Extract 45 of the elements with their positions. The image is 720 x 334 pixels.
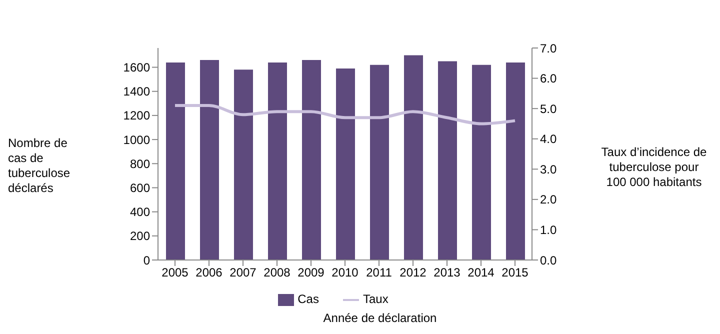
y-tick-label: 0 xyxy=(143,253,150,268)
x-tick-label: 2011 xyxy=(366,266,392,280)
bar xyxy=(336,68,355,260)
y2-tick-label: 6.0 xyxy=(540,72,558,86)
y-axis-title: Nombre de cas de tuberculose déclarés xyxy=(8,136,72,196)
y-tick-label: 1200 xyxy=(123,108,150,123)
bar xyxy=(506,62,525,260)
x-tick-label: 2006 xyxy=(196,266,223,280)
y2-tick-label: 0.0 xyxy=(540,253,558,268)
line-series xyxy=(174,104,516,126)
y2-tick-label: 1.0 xyxy=(540,222,558,237)
bar xyxy=(166,62,185,260)
x-tick-label: 2012 xyxy=(400,266,427,280)
x-tick-label: 2010 xyxy=(332,266,359,280)
y2-tick-label: 2.0 xyxy=(540,192,558,207)
bar xyxy=(472,64,491,260)
y-tick-label: 1600 xyxy=(123,60,150,75)
x-tick-label: 2009 xyxy=(298,266,325,280)
y-tick-label: 400 xyxy=(130,205,150,220)
x-tick-label: 2005 xyxy=(162,266,189,280)
y2-tick-label: 4.0 xyxy=(540,132,558,146)
y-tick-label: 800 xyxy=(130,156,150,171)
y2-tick-label: 3.0 xyxy=(540,162,558,176)
x-tick-label: 2013 xyxy=(434,266,461,280)
bar xyxy=(200,60,219,260)
bar xyxy=(370,64,389,260)
y-tick-label: 200 xyxy=(130,229,150,244)
bar xyxy=(404,55,423,260)
y2-tick-label: 5.0 xyxy=(540,102,558,116)
y2-axis-title: Taux d’incidence de tuberculose pour 100 000 habitants xyxy=(600,145,708,190)
x-axis-title: Année de déclaration xyxy=(322,311,438,325)
y-tick-label: 600 xyxy=(130,180,150,195)
legend-label: Taux xyxy=(362,292,388,306)
bar xyxy=(268,62,287,260)
legend-label: Cas xyxy=(298,292,319,306)
x-tick-label: 2014 xyxy=(468,266,495,280)
y-tick-label: 1000 xyxy=(123,132,150,147)
y2-tick-label: 7.0 xyxy=(540,41,558,56)
bar xyxy=(302,60,321,260)
bar xyxy=(234,70,253,260)
y-tick-label: 1400 xyxy=(123,84,150,99)
x-tick-label: 2015 xyxy=(502,266,529,280)
x-tick-label: 2008 xyxy=(264,266,291,280)
bar xyxy=(438,61,457,260)
x-tick-label: 2007 xyxy=(230,266,257,280)
